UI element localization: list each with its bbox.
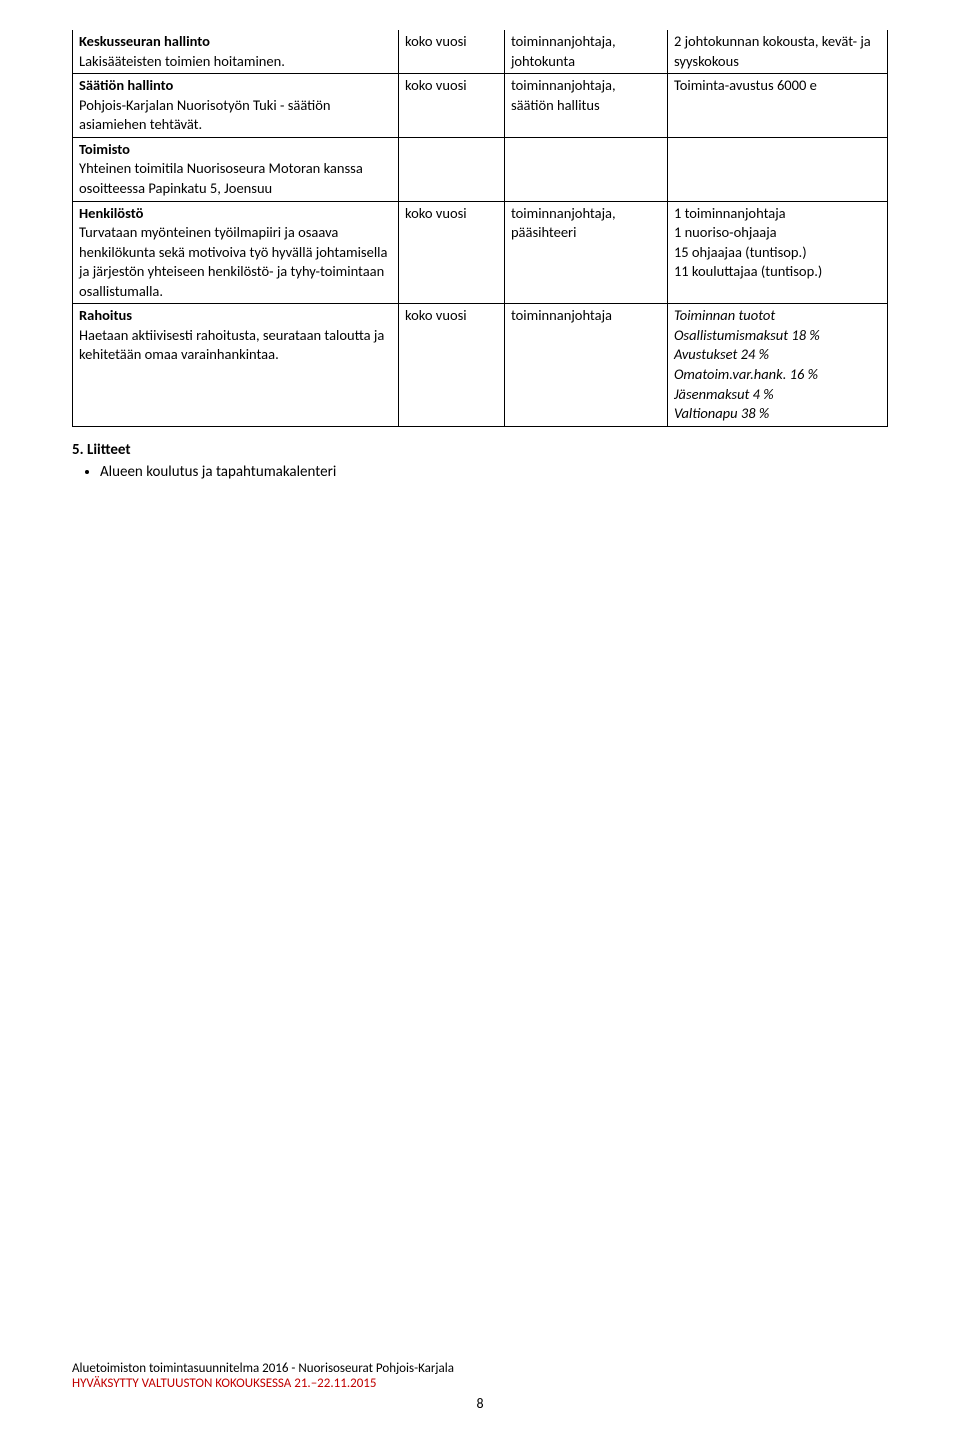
cell-responsible: toiminnanjohtaja, johtokunta <box>504 30 667 74</box>
cell-period <box>399 137 505 201</box>
table-row: HenkilöstöTurvataan myönteinen työilmapi… <box>73 201 888 304</box>
document-content: Keskusseuran hallintoLakisääteisten toim… <box>0 0 960 481</box>
cell-result: 2 johtokunnan kokousta, kevät- ja syysko… <box>667 30 887 74</box>
cell-responsible: toiminnanjohtaja, pääsihteeri <box>504 201 667 304</box>
cell-description: Keskusseuran hallintoLakisääteisten toim… <box>73 30 399 74</box>
section-heading: 5. Liitteet <box>72 441 888 459</box>
attachments-list: Alueen koulutus ja tapahtumakalenteri <box>100 463 888 481</box>
cell-result: 1 toiminnanjohtaja1 nuoriso-ohjaaja15 oh… <box>667 201 887 304</box>
main-table: Keskusseuran hallintoLakisääteisten toim… <box>72 30 888 427</box>
cell-description: HenkilöstöTurvataan myönteinen työilmapi… <box>73 201 399 304</box>
cell-result: Toiminnan tuototOsallistumismaksut 18 % … <box>667 304 887 426</box>
table-row: Keskusseuran hallintoLakisääteisten toim… <box>73 30 888 74</box>
cell-description: Säätiön hallintoPohjois-Karjalan Nuoriso… <box>73 74 399 138</box>
cell-responsible <box>504 137 667 201</box>
cell-period: koko vuosi <box>399 304 505 426</box>
cell-responsible: toiminnanjohtaja <box>504 304 667 426</box>
cell-result <box>667 137 887 201</box>
footer-line-1: Aluetoimiston toimintasuunnitelma 2016 -… <box>72 1361 888 1376</box>
table-row: RahoitusHaetaan aktiivisesti rahoitusta,… <box>73 304 888 426</box>
cell-period: koko vuosi <box>399 74 505 138</box>
footer-line-2: HYVÄKSYTTY VALTUUSTON KOKOUKSESSA 21.–22… <box>72 1376 888 1391</box>
cell-result: Toiminta-avustus 6000 e <box>667 74 887 138</box>
cell-period: koko vuosi <box>399 201 505 304</box>
list-item: Alueen koulutus ja tapahtumakalenteri <box>100 463 888 481</box>
cell-description: RahoitusHaetaan aktiivisesti rahoitusta,… <box>73 304 399 426</box>
table-row: Säätiön hallintoPohjois-Karjalan Nuoriso… <box>73 74 888 138</box>
cell-description: ToimistoYhteinen toimitila Nuorisoseura … <box>73 137 399 201</box>
cell-period: koko vuosi <box>399 30 505 74</box>
table-row: ToimistoYhteinen toimitila Nuorisoseura … <box>73 137 888 201</box>
page-number: 8 <box>72 1395 888 1412</box>
page-footer: Aluetoimiston toimintasuunnitelma 2016 -… <box>72 1361 888 1412</box>
cell-responsible: toiminnanjohtaja, säätiön hallitus <box>504 74 667 138</box>
